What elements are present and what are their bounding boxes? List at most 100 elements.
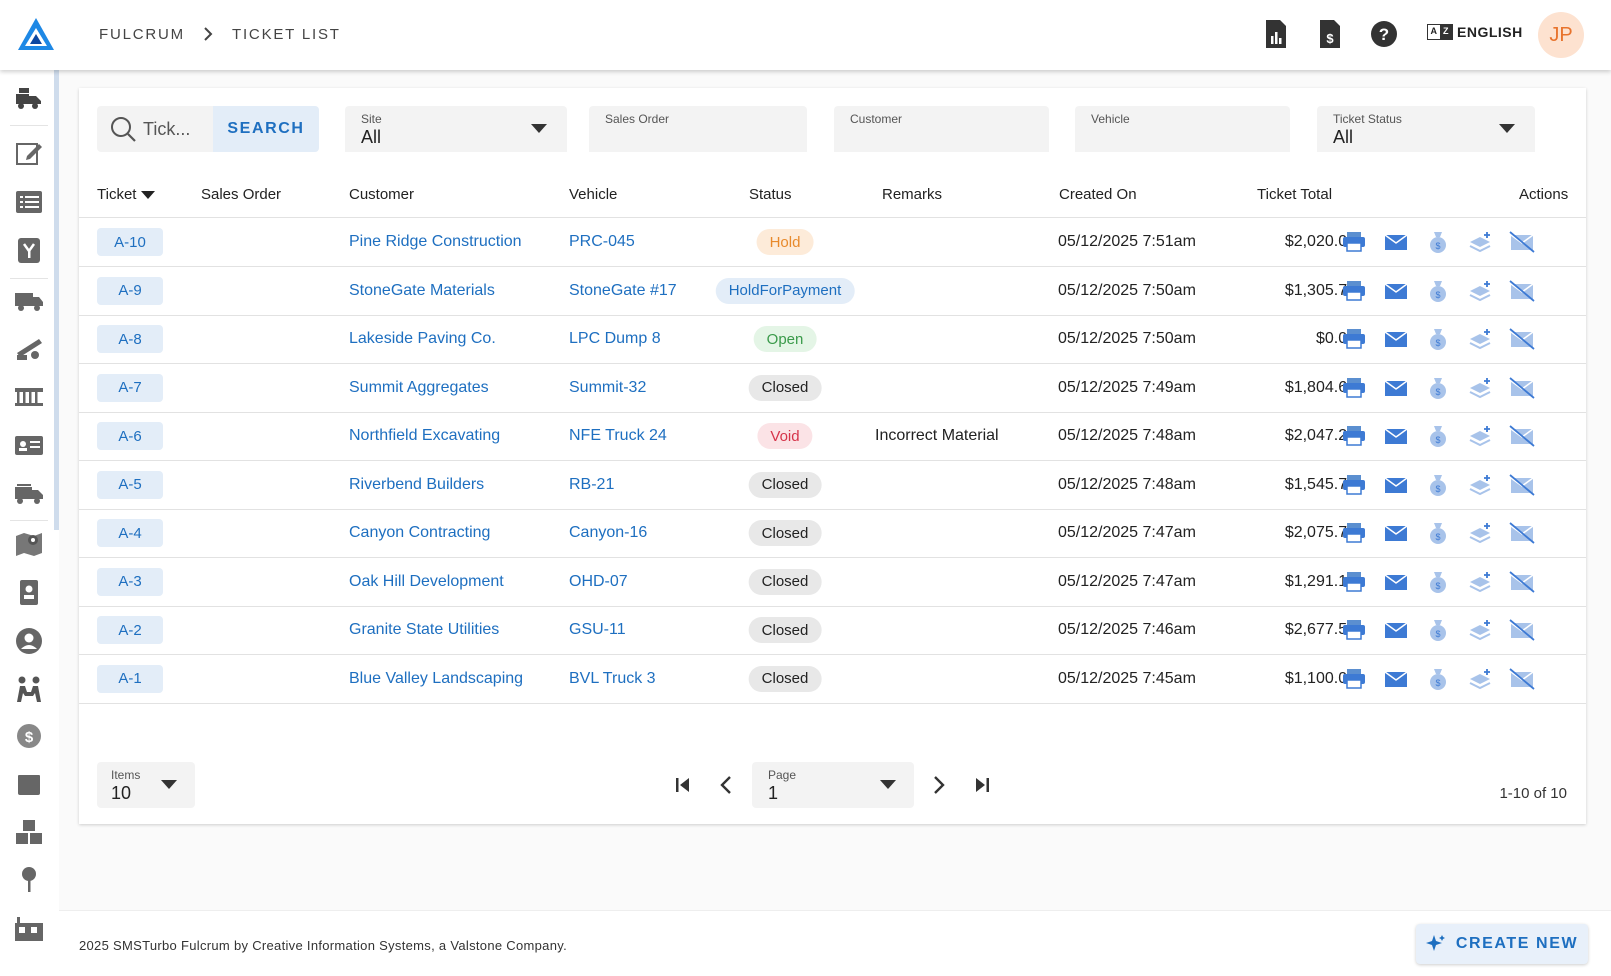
- table-row[interactable]: A-6 Northfield Excavating NFE Truck 24 Void…: [79, 412, 1586, 461]
- sales-order-field[interactable]: Sales Order: [589, 106, 807, 152]
- vehicle-link[interactable]: StoneGate #17: [569, 281, 677, 299]
- vehicle-link[interactable]: BVL Truck 3: [569, 669, 656, 687]
- layers-plus-icon[interactable]: [1468, 667, 1494, 691]
- vehicle-link[interactable]: GSU-11: [569, 621, 626, 638]
- print-icon[interactable]: [1341, 424, 1367, 448]
- print-icon[interactable]: [1341, 279, 1367, 303]
- table-row[interactable]: A-4 Canyon Contracting Canyon-16 Closed 05/1…: [79, 509, 1586, 558]
- search-input[interactable]: [143, 116, 209, 142]
- money-bag-icon[interactable]: $: [1425, 618, 1451, 642]
- customer-link[interactable]: Riverbend Builders: [349, 475, 485, 493]
- ticket-number-chip[interactable]: A-1: [97, 664, 163, 693]
- layers-plus-icon[interactable]: [1468, 327, 1494, 351]
- email-icon[interactable]: [1383, 618, 1409, 642]
- sidebar-item-people[interactable]: [10, 672, 48, 706]
- email-icon[interactable]: [1383, 424, 1409, 448]
- help-icon[interactable]: ?: [1370, 18, 1398, 50]
- invoice-file-icon[interactable]: $: [1316, 18, 1344, 50]
- column-header-remarks[interactable]: Remarks: [882, 186, 943, 203]
- customer-link[interactable]: Northfield Excavating: [349, 427, 501, 444]
- table-row[interactable]: A-1 Blue Valley Landscaping BVL Truck 3 Clo…: [79, 655, 1586, 704]
- layers-plus-icon[interactable]: [1468, 618, 1494, 642]
- table-row[interactable]: A-5 Riverbend Builders RB-21 Closed 05/12/20…: [79, 461, 1586, 510]
- sidebar-item-billing[interactable]: $: [10, 719, 48, 753]
- breadcrumb-root[interactable]: FULCRUM: [99, 26, 185, 43]
- vehicle-link[interactable]: LPC Dump 8: [569, 330, 661, 347]
- table-row[interactable]: A-8 Lakeside Paving Co. LPC Dump 8 Open 05/1…: [79, 315, 1586, 364]
- table-row[interactable]: A-2 Granite State Utilities GSU-11 Closed 05…: [79, 606, 1586, 655]
- sidebar-item-edit[interactable]: [10, 136, 48, 170]
- table-row[interactable]: A-10 Pine Ridge Construction PRC-045 Hold 05…: [79, 218, 1586, 267]
- money-bag-icon[interactable]: $: [1425, 473, 1451, 497]
- email-off-icon[interactable]: [1509, 473, 1535, 497]
- sidebar-item-delivery[interactable]: [10, 283, 48, 317]
- first-page-icon[interactable]: [670, 772, 696, 798]
- customer-link[interactable]: Oak Hill Development: [349, 572, 504, 590]
- print-icon[interactable]: [1341, 521, 1367, 545]
- sidebar-item-badge[interactable]: [10, 575, 48, 609]
- email-icon[interactable]: [1383, 667, 1409, 691]
- sidebar-item-inventory[interactable]: [10, 815, 48, 849]
- money-bag-icon[interactable]: $: [1425, 424, 1451, 448]
- email-icon[interactable]: [1383, 521, 1409, 545]
- sidebar-item-list[interactable]: [10, 185, 48, 219]
- money-bag-icon[interactable]: $: [1425, 230, 1451, 254]
- layers-plus-icon[interactable]: [1468, 521, 1494, 545]
- last-page-icon[interactable]: [969, 772, 995, 798]
- money-bag-icon[interactable]: $: [1425, 279, 1451, 303]
- ticket-number-chip[interactable]: A-4: [97, 519, 163, 547]
- search-field[interactable]: [97, 106, 213, 152]
- vehicle-link[interactable]: Summit-32: [569, 378, 647, 396]
- column-header-status[interactable]: Status: [749, 186, 792, 203]
- email-icon[interactable]: [1383, 230, 1409, 254]
- print-icon[interactable]: [1341, 618, 1367, 642]
- email-off-icon[interactable]: [1509, 618, 1535, 642]
- money-bag-icon[interactable]: $: [1425, 570, 1451, 594]
- vehicle-link[interactable]: NFE Truck 24: [569, 427, 667, 444]
- next-page-icon[interactable]: [925, 772, 951, 798]
- app-logo-icon[interactable]: [16, 16, 56, 52]
- ticket-number-chip[interactable]: A-9: [97, 276, 163, 305]
- column-header-vehicle[interactable]: Vehicle: [569, 186, 618, 203]
- email-icon[interactable]: [1383, 279, 1409, 303]
- customer-link[interactable]: Pine Ridge Construction: [349, 233, 522, 250]
- layers-plus-icon[interactable]: [1468, 424, 1494, 448]
- email-off-icon[interactable]: [1509, 376, 1535, 400]
- email-icon[interactable]: [1383, 473, 1409, 497]
- vehicle-link[interactable]: RB-21: [569, 475, 615, 493]
- print-icon[interactable]: [1341, 570, 1367, 594]
- ticket-number-chip[interactable]: A-6: [97, 422, 163, 450]
- print-icon[interactable]: [1341, 376, 1367, 400]
- sidebar-item-fleet[interactable]: [10, 477, 48, 511]
- column-header-ticket-total[interactable]: Ticket Total: [1257, 186, 1333, 203]
- report-file-icon[interactable]: [1262, 18, 1290, 50]
- customer-field[interactable]: Customer: [834, 106, 1049, 152]
- ticket-number-chip[interactable]: A-2: [97, 616, 163, 644]
- email-off-icon[interactable]: [1509, 279, 1535, 303]
- layers-plus-icon[interactable]: [1468, 230, 1494, 254]
- column-header-sales-order[interactable]: Sales Order: [201, 186, 282, 203]
- sidebar-item-id-card[interactable]: [10, 428, 48, 462]
- ticket-number-chip[interactable]: A-8: [97, 325, 163, 353]
- customer-link[interactable]: Summit Aggregates: [349, 378, 489, 396]
- user-avatar[interactable]: JP: [1538, 12, 1584, 58]
- email-off-icon[interactable]: [1509, 521, 1535, 545]
- layers-plus-icon[interactable]: [1468, 279, 1494, 303]
- vehicle-field[interactable]: Vehicle: [1075, 106, 1290, 152]
- customer-link[interactable]: StoneGate Materials: [349, 281, 495, 299]
- column-header-created-on[interactable]: Created On: [1059, 186, 1137, 203]
- layers-plus-icon[interactable]: [1468, 570, 1494, 594]
- sidebar-item-plant[interactable]: [10, 911, 48, 945]
- money-bag-icon[interactable]: $: [1425, 521, 1451, 545]
- sidebar-item-conveyor[interactable]: [10, 331, 48, 365]
- email-off-icon[interactable]: [1509, 327, 1535, 351]
- sidebar-item-location[interactable]: [10, 862, 48, 896]
- page-select[interactable]: Page 1: [752, 762, 914, 808]
- ticket-number-chip[interactable]: A-10: [97, 228, 163, 256]
- ticket-number-chip[interactable]: A-7: [97, 373, 163, 402]
- vehicle-link[interactable]: PRC-045: [569, 233, 635, 250]
- print-icon[interactable]: [1341, 327, 1367, 351]
- items-per-page-select[interactable]: Items 10: [97, 762, 195, 808]
- vehicle-link[interactable]: OHD-07: [569, 572, 628, 590]
